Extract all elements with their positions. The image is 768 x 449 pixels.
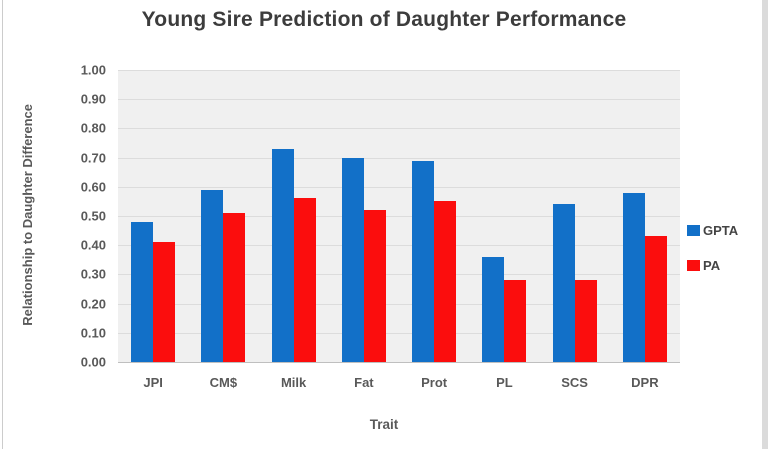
y-tick-label: 0.30 — [80, 266, 106, 282]
bar-pa-scs — [574, 280, 597, 362]
bar-gpta-prot — [412, 161, 435, 362]
bar-gpta-scs — [552, 204, 575, 362]
gridline — [118, 332, 680, 334]
legend-swatch-icon — [687, 260, 700, 271]
y-axis-ticks: 1.00 0.90 0.80 0.70 0.60 0.50 0.40 0.30 0.20 0.10… — [58, 64, 106, 369]
right-edge-band — [762, 0, 768, 449]
y-axis-title-text: Relationship to Daughter Difference — [19, 104, 35, 326]
bar-gpta-jpi — [131, 222, 154, 362]
bar-group-scs — [540, 70, 610, 362]
bar-group-cm — [188, 70, 258, 362]
legend-item-pa: PA — [687, 259, 738, 272]
bar-group-jpi — [118, 70, 188, 362]
x-tick-label: Fat — [354, 375, 374, 390]
bar-pa-jpi — [153, 242, 176, 362]
legend-swatch-icon — [687, 225, 700, 236]
x-axis-ticks: JPI CM$ Milk Fat Prot PL SCS DPR — [118, 376, 680, 392]
y-tick-label: 1.00 — [80, 62, 106, 78]
y-tick-label: 0.70 — [80, 150, 106, 166]
gridline — [118, 274, 680, 276]
gridline — [118, 245, 680, 247]
x-tick-label: PL — [496, 375, 513, 390]
legend-item-gpta: GPTA — [687, 224, 738, 237]
bar-pa-pl — [504, 280, 527, 362]
y-tick-label: 0.90 — [80, 91, 106, 107]
bar-gpta-milk — [271, 149, 294, 362]
legend-label: PA — [703, 258, 721, 273]
bar-pa-milk — [293, 198, 316, 362]
gridline — [118, 186, 680, 188]
y-tick-label: 0.80 — [80, 120, 106, 136]
x-tick-label: Milk — [280, 375, 307, 390]
x-tick-label: SCS — [561, 375, 588, 390]
gridline — [118, 303, 680, 305]
x-axis-line — [118, 362, 680, 363]
gridline — [118, 128, 680, 130]
bar-gpta-cm — [201, 190, 224, 362]
bar-gpta-dpr — [622, 193, 645, 362]
y-tick-label: 0.00 — [80, 354, 106, 370]
y-tick-label: 0.40 — [80, 237, 106, 253]
bar-gpta-pl — [482, 257, 505, 362]
bar-group-prot — [399, 70, 469, 362]
bar-gpta-fat — [341, 158, 364, 362]
bar-group-dpr — [610, 70, 680, 362]
gridline — [118, 216, 680, 217]
y-tick-label: 0.20 — [80, 296, 106, 312]
chart-title: Young Sire Prediction of Daughter Perfor… — [141, 8, 627, 31]
y-tick-label: 0.10 — [80, 325, 106, 341]
bar-pa-prot — [434, 201, 457, 362]
left-border-line — [2, 0, 3, 449]
plot-area — [118, 70, 680, 363]
x-tick-label: JPI — [143, 375, 163, 390]
y-axis-title: Relationship to Daughter Difference — [10, 60, 44, 370]
bar-group-milk — [259, 70, 329, 362]
y-tick-label: 0.60 — [80, 179, 106, 195]
x-tick-label: CM$ — [209, 375, 238, 390]
bar-pa-dpr — [644, 236, 667, 362]
gridline — [118, 157, 680, 159]
x-tick-label: DPR — [631, 375, 659, 390]
legend: GPTA PA — [687, 224, 738, 294]
x-tick-label: Prot — [421, 375, 448, 390]
x-axis-title: Trait — [369, 417, 399, 432]
bar-pa-fat — [363, 210, 386, 362]
legend-label: GPTA — [703, 223, 739, 238]
gridline — [118, 70, 680, 71]
bar-group-pl — [469, 70, 539, 362]
bar-pa-cm — [223, 213, 246, 362]
gridline — [118, 99, 680, 101]
bar-group-fat — [329, 70, 399, 362]
y-tick-label: 0.50 — [80, 208, 106, 224]
